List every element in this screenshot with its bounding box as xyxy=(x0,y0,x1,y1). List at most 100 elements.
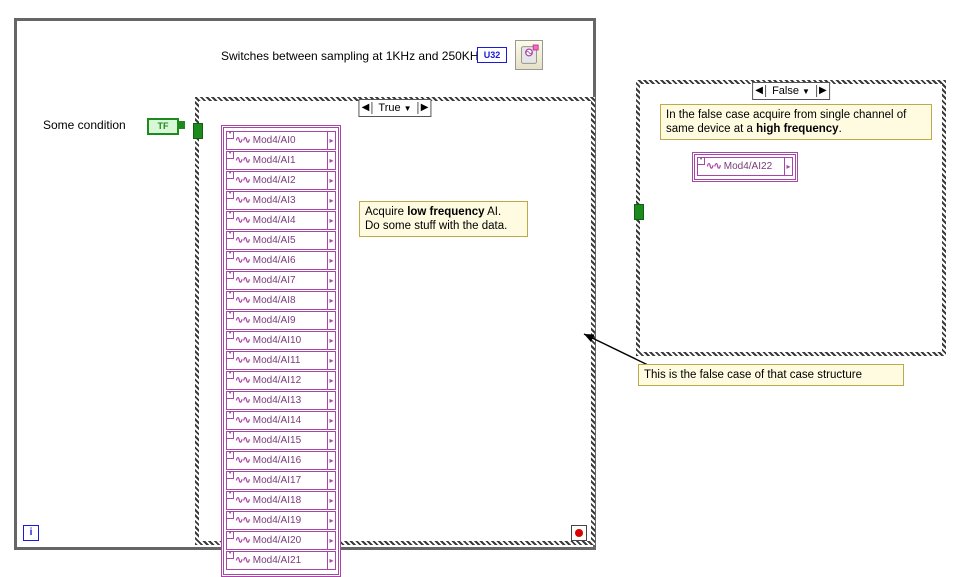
channel-row: •∿∿Mod4/AI20▸ xyxy=(226,531,336,550)
case-next-icon[interactable]: ▶ xyxy=(817,84,829,98)
waveform-icon: ∿∿ xyxy=(235,195,250,206)
dropdown-arrow-icon[interactable]: ▸ xyxy=(327,412,335,429)
channel-name: Mod4/AI18 xyxy=(253,495,327,506)
waveform-icon: ∿∿ xyxy=(235,255,250,266)
dropdown-arrow-icon[interactable]: ▸ xyxy=(327,472,335,489)
waveform-icon: ∿∿ xyxy=(235,135,250,146)
dropdown-arrow-icon[interactable]: ▸ xyxy=(327,492,335,509)
channel-name: Mod4/AI10 xyxy=(253,335,327,346)
dropdown-arrow-icon[interactable]: ▸ xyxy=(327,252,335,269)
channel-name: Mod4/AI19 xyxy=(253,515,327,526)
channel-name: Mod4/AI1 xyxy=(253,155,327,166)
dropdown-arrow-icon[interactable]: ▸ xyxy=(327,152,335,169)
dropdown-arrow-icon[interactable]: ▸ xyxy=(327,352,335,369)
case-structure-false: ◀ False ▼ ▶ In the false case acquire fr… xyxy=(636,80,946,356)
loop-stop-terminal[interactable] xyxy=(571,525,587,541)
channel-row: •∿∿Mod4/AI17▸ xyxy=(226,471,336,490)
waveform-icon: ∿∿ xyxy=(235,235,250,246)
channel-name: Mod4/AI20 xyxy=(253,535,327,546)
waveform-icon: ∿∿ xyxy=(235,435,250,446)
case-prev-icon[interactable]: ◀ xyxy=(359,101,371,115)
chevron-down-icon: ▼ xyxy=(404,104,412,113)
channel-row: •∿∿Mod4/AI18▸ xyxy=(226,491,336,510)
channel-constant-single[interactable]: • ∿∿ Mod4/AI22 ▸ xyxy=(692,152,798,182)
dropdown-arrow-icon[interactable]: ▸ xyxy=(327,192,335,209)
while-loop-frame: Switches between sampling at 1KHz and 25… xyxy=(14,18,596,550)
channel-row: •∿∿Mod4/AI11▸ xyxy=(226,351,336,370)
loop-iteration-terminal: i xyxy=(23,525,39,541)
channel-name: Mod4/AI0 xyxy=(253,135,327,146)
waveform-icon: ∿∿ xyxy=(235,375,250,386)
channel-name: Mod4/AI4 xyxy=(253,215,327,226)
case-selector[interactable]: ◀ False ▼ ▶ xyxy=(752,82,830,100)
channel-name: Mod4/AI12 xyxy=(253,375,327,386)
dropdown-arrow-icon[interactable]: ▸ xyxy=(327,312,335,329)
case-selector-label[interactable]: True ▼ xyxy=(371,102,418,114)
dropdown-arrow-icon[interactable]: ▸ xyxy=(327,372,335,389)
channel-row: •∿∿Mod4/AI13▸ xyxy=(226,391,336,410)
waveform-icon: ∿∿ xyxy=(235,515,250,526)
waveform-icon: ∿∿ xyxy=(235,495,250,506)
case-prev-icon[interactable]: ◀ xyxy=(753,84,765,98)
channel-row: •∿∿Mod4/AI5▸ xyxy=(226,231,336,250)
waveform-icon: ∿∿ xyxy=(235,315,250,326)
daq-assistant-icon[interactable] xyxy=(515,40,543,70)
channel-row: •∿∿Mod4/AI6▸ xyxy=(226,251,336,270)
waveform-icon: ∿∿ xyxy=(235,215,250,226)
dropdown-arrow-icon[interactable]: ▸ xyxy=(327,172,335,189)
case-next-icon[interactable]: ▶ xyxy=(419,101,431,115)
dropdown-arrow-icon[interactable]: ▸ xyxy=(327,432,335,449)
channel-name: Mod4/AI15 xyxy=(253,435,327,446)
boolean-terminal xyxy=(179,121,185,129)
waveform-icon: ∿∿ xyxy=(235,275,250,286)
channel-name: Mod4/AI21 xyxy=(253,555,327,566)
case-selector-label[interactable]: False ▼ xyxy=(765,85,817,97)
channel-row: •∿∿Mod4/AI1▸ xyxy=(226,151,336,170)
dropdown-arrow-icon[interactable]: ▸ xyxy=(327,212,335,229)
comment-true: Acquire low frequency AI.Do some stuff w… xyxy=(359,201,528,237)
u32-indicator[interactable]: U32 xyxy=(477,47,507,63)
dropdown-arrow-icon[interactable]: ▸ xyxy=(327,232,335,249)
chevron-down-icon: ▼ xyxy=(802,87,810,96)
dropdown-arrow-icon[interactable]: ▸ xyxy=(327,132,335,149)
channel-row: •∿∿Mod4/AI3▸ xyxy=(226,191,336,210)
case-structure-true: ◀ True ▼ ▶ •∿∿Mod4/AI0▸•∿∿Mod4/AI1▸•∿∿Mo… xyxy=(195,97,595,545)
channel-name: Mod4/AI7 xyxy=(253,275,327,286)
case-selector-tunnel xyxy=(634,204,644,220)
channel-name: Mod4/AI14 xyxy=(253,415,327,426)
case-selector-tunnel xyxy=(193,123,203,139)
channel-name: Mod4/AI5 xyxy=(253,235,327,246)
dropdown-arrow-icon[interactable]: ▸ xyxy=(327,332,335,349)
dropdown-arrow-icon[interactable]: ▸ xyxy=(327,532,335,549)
channel-row: • ∿∿ Mod4/AI22 ▸ xyxy=(697,157,793,176)
channel-name: Mod4/AI9 xyxy=(253,315,327,326)
boolean-control[interactable]: TF xyxy=(147,118,179,135)
waveform-icon: ∿∿ xyxy=(235,535,250,546)
dropdown-arrow-icon[interactable]: ▸ xyxy=(327,272,335,289)
dropdown-arrow-icon[interactable]: ▸ xyxy=(327,552,335,569)
dropdown-arrow-icon[interactable]: ▸ xyxy=(327,512,335,529)
channel-row: •∿∿Mod4/AI9▸ xyxy=(226,311,336,330)
channel-row: •∿∿Mod4/AI10▸ xyxy=(226,331,336,350)
dropdown-arrow-icon[interactable]: ▸ xyxy=(327,452,335,469)
dropdown-arrow-icon[interactable]: ▸ xyxy=(327,392,335,409)
channel-row: •∿∿Mod4/AI12▸ xyxy=(226,371,336,390)
channel-row: •∿∿Mod4/AI19▸ xyxy=(226,511,336,530)
channel-row: •∿∿Mod4/AI8▸ xyxy=(226,291,336,310)
title-text: Switches between sampling at 1KHz and 25… xyxy=(221,49,484,63)
waveform-icon: ∿∿ xyxy=(235,395,250,406)
dropdown-arrow-icon[interactable]: ▸ xyxy=(327,292,335,309)
channel-name: Mod4/AI3 xyxy=(253,195,327,206)
channel-array[interactable]: •∿∿Mod4/AI0▸•∿∿Mod4/AI1▸•∿∿Mod4/AI2▸•∿∿M… xyxy=(221,125,341,577)
channel-name: Mod4/AI2 xyxy=(253,175,327,186)
case-selector-text: True xyxy=(378,102,400,114)
channel-name: Mod4/AI8 xyxy=(253,295,327,306)
waveform-icon: ∿∿ xyxy=(235,295,250,306)
dropdown-arrow-icon[interactable]: ▸ xyxy=(784,158,792,175)
case-selector[interactable]: ◀ True ▼ ▶ xyxy=(358,99,431,117)
waveform-icon: ∿∿ xyxy=(235,335,250,346)
waveform-icon: ∿∿ xyxy=(235,475,250,486)
waveform-icon: ∿∿ xyxy=(235,415,250,426)
channel-name: Mod4/AI13 xyxy=(253,395,327,406)
comment-false: In the false case acquire from single ch… xyxy=(660,104,932,140)
